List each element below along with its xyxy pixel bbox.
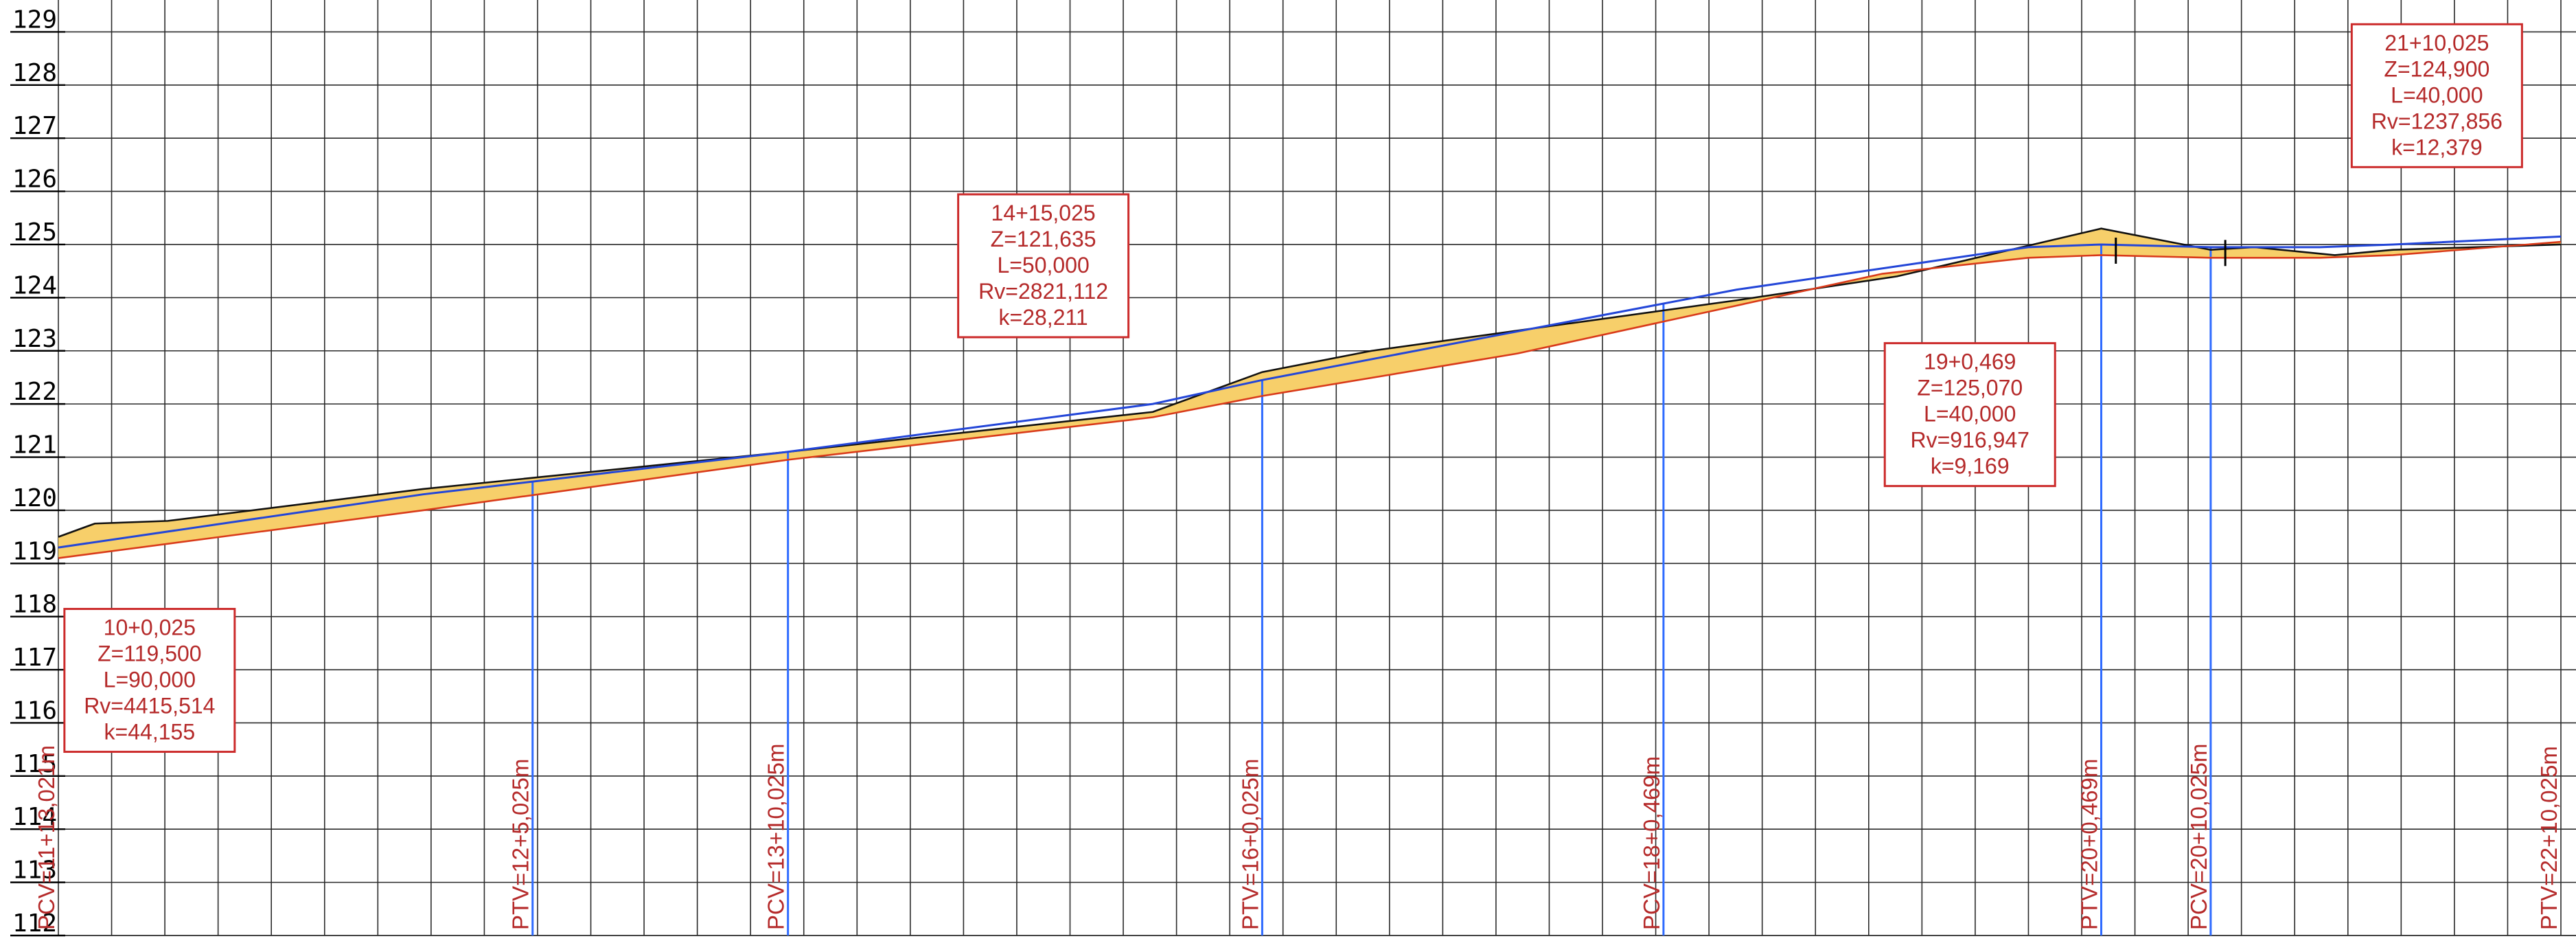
curve-text-line: Z=121,635 — [991, 227, 1096, 251]
axis-tick-label: 120 — [12, 484, 57, 512]
curve-text-line: 10+0,025 — [104, 615, 196, 640]
curve-label-box: 21+10,025Z=124,900L=40,000Rv=1237,856k=1… — [2350, 23, 2523, 168]
grade-line — [58, 240, 2562, 559]
curve-text-line: k=12,379 — [2391, 135, 2483, 159]
curve-text-line: L=40,000 — [2391, 82, 2483, 107]
curve-text-line: Z=125,070 — [1917, 376, 2023, 400]
curve-labels: 10+0,025Z=119,500L=90,000Rv=4415,514k=44… — [63, 23, 2523, 753]
station-label: PTV=22+10,025m — [2536, 746, 2562, 930]
curve-box-frame — [63, 608, 236, 753]
curve-text-line: L=40,000 — [1924, 402, 2016, 427]
ground-line — [58, 227, 2562, 538]
curve-text-line: Rv=2821,112 — [978, 279, 1108, 304]
axis-tick-label: 122 — [12, 378, 57, 406]
axis-tick-label: 112 — [12, 909, 57, 938]
curve-text-line: k=28,211 — [999, 305, 1088, 330]
station-label: PCV=20+10,025m — [2186, 743, 2211, 930]
profile-lines — [58, 227, 2562, 559]
curve-text-line: 19+0,469 — [1924, 350, 2016, 374]
axis-tick-label: 127 — [12, 112, 57, 140]
curve-text-line: Z=119,500 — [97, 642, 202, 666]
curve-label-box: 14+15,025Z=121,635L=50,000Rv=2821,112k=2… — [957, 193, 1130, 339]
curve-text-line: L=90,000 — [104, 668, 196, 692]
curve-box-frame — [957, 193, 1130, 339]
tangent-line — [58, 235, 2562, 549]
axis-tick-label: 119 — [12, 537, 57, 565]
station-label: PTV=20+0,469m — [2077, 759, 2102, 931]
curve-text-line: Rv=4415,514 — [84, 694, 215, 718]
curve-text-line: k=9,169 — [1931, 454, 2010, 479]
axis-tick-label: 121 — [12, 431, 57, 460]
curve-text-line: Rv=1237,856 — [2371, 109, 2503, 133]
axis-tick-label: 124 — [12, 271, 57, 299]
axis-tick-label: 115 — [12, 750, 57, 778]
axis-tick-label: 123 — [12, 325, 57, 353]
station-lines: PCV=11+13,021m PTV=12+5,025m PCV=13+10,025… — [34, 244, 2562, 936]
curve-text-line: 21+10,025 — [2384, 30, 2489, 55]
curve-text-line: 14+15,025 — [991, 201, 1096, 225]
curve-text-line: Z=124,900 — [2384, 56, 2489, 81]
axis-tick-label: 128 — [12, 59, 57, 87]
curve-label-box: 19+0,469Z=125,070L=40,000Rv=916,947k=9,1… — [1883, 342, 2056, 488]
curve-label-box: 10+0,025Z=119,500L=90,000Rv=4415,514k=44… — [63, 608, 236, 753]
axis-tick-label: 118 — [12, 591, 57, 619]
station-label: PCV=13+10,025m — [763, 743, 789, 930]
elevation-axis: 112 113 114 115 116 117 118 119 120 121 122 123 124 1… — [10, 5, 65, 938]
curve-box-frame — [2350, 23, 2523, 168]
axis-tick-label: 114 — [12, 803, 57, 831]
axis-tick-label: 116 — [12, 696, 57, 725]
station-label: PTV=16+0,025m — [1237, 758, 1263, 930]
station-label: PCV=18+0,469m — [1639, 756, 1664, 930]
curve-box-frame — [1883, 342, 2056, 488]
curve-text-line: L=50,000 — [997, 253, 1089, 277]
axis-tick-label: 117 — [12, 644, 57, 672]
station-label: PTV=12+5,025m — [508, 759, 533, 931]
axis-tick-label: 126 — [12, 166, 57, 194]
station-label: PCV=11+13,021m — [34, 745, 59, 930]
axis-tick-label: 113 — [12, 857, 57, 885]
axis-tick-label: 129 — [12, 5, 57, 34]
curve-text-line: k=44,155 — [104, 720, 196, 745]
axis-tick-label: 125 — [12, 218, 57, 247]
curve-text-line: Rv=916,947 — [1910, 428, 2029, 453]
